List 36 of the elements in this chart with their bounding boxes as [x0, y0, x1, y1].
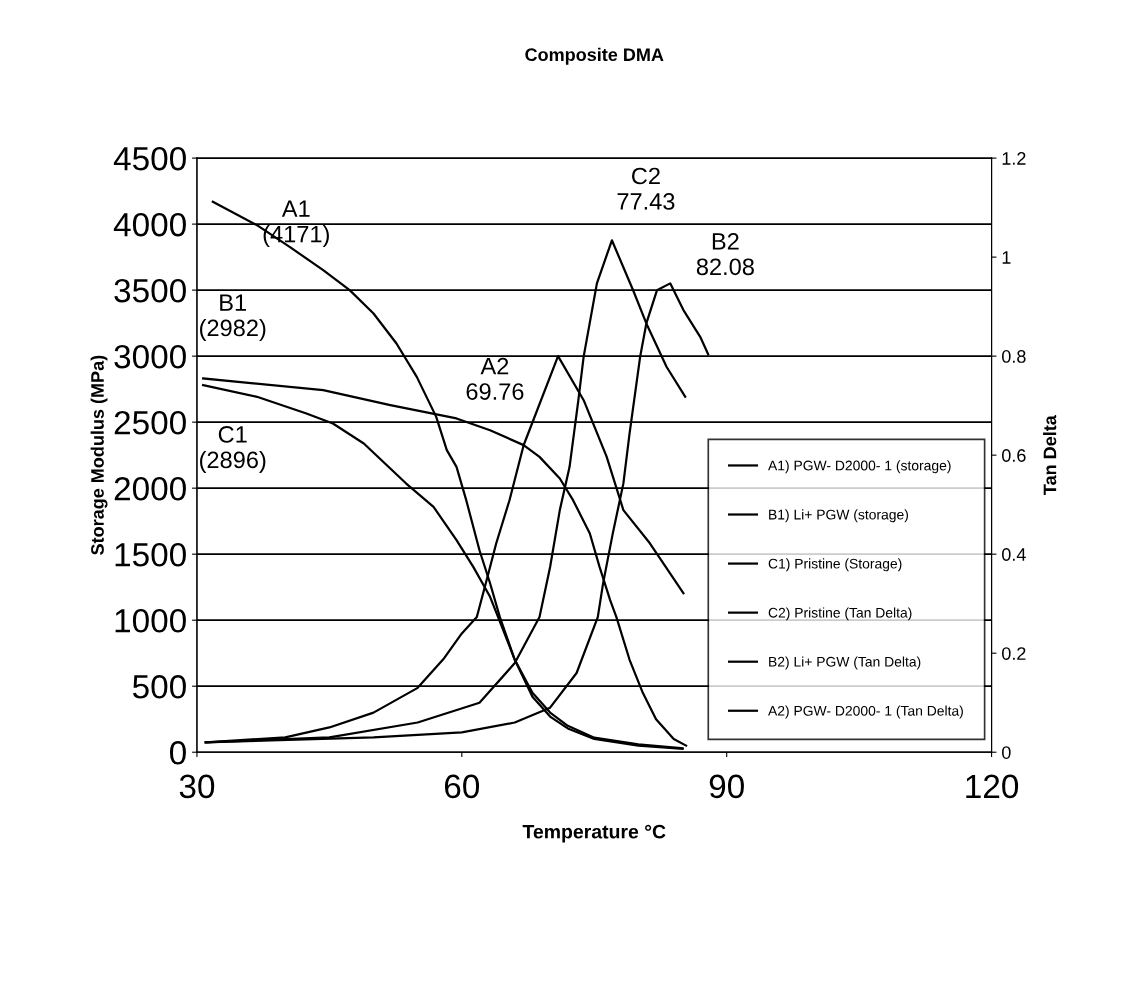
y2-tick-label: 0.2: [1002, 647, 1026, 660]
chart-title: Composite DMA: [525, 47, 664, 65]
y2-tick-label: 1: [1002, 251, 1011, 264]
y2-tick-label: 0.8: [1002, 350, 1026, 363]
y-tick-label: 2500: [114, 410, 186, 435]
x-tick-label: 90: [709, 774, 744, 799]
x-tick-label: 60: [444, 774, 480, 799]
y2-tick-label: 1.2: [1002, 152, 1026, 165]
x-tick-label: 30: [179, 774, 215, 799]
y-tick-label: 3000: [114, 344, 186, 369]
y-tick-label: 1000: [115, 608, 186, 633]
annotation: B1 (2982): [200, 294, 266, 341]
x-axis-title: Temperature °C: [522, 824, 666, 843]
y-tick-label: 3500: [114, 278, 186, 303]
legend-label: A2) PGW- D2000- 1 (Tan Delta): [768, 705, 963, 719]
annotation: A2 69.76: [466, 357, 524, 400]
y2-tick-label: 0: [1002, 746, 1011, 759]
y-tick-label: 4500: [113, 146, 186, 171]
legend-label: A1) PGW- D2000- 1 (storage): [768, 460, 951, 474]
legend-label: B1) Li+ PGW (storage): [769, 509, 908, 523]
x-tick-label: 120: [966, 774, 1019, 799]
y2-tick-label: 0.4: [1002, 548, 1026, 561]
y-tick-label: 2000: [114, 476, 186, 501]
annotation: C1 (2896): [200, 426, 266, 473]
y2-axis-title: Tan Delta: [1043, 415, 1057, 495]
y2-tick-label: 0.6: [1002, 449, 1026, 462]
legend-label: B2) Li+ PGW (Tan Delta): [769, 656, 921, 670]
y-tick-label: 4000: [113, 212, 186, 237]
annotation: C2 77.43: [617, 167, 675, 210]
y-axis-title: Storage Modulus (MPa): [90, 355, 108, 555]
legend-label: C2) Pristine (Tan Delta): [768, 607, 912, 621]
legend-label: C1) Pristine (Storage): [768, 558, 902, 572]
y-tick-label: 0: [169, 741, 186, 765]
y-tick-label: 500: [132, 675, 186, 699]
y-tick-label: 1500: [115, 542, 186, 567]
annotation: B2 82.08: [696, 232, 754, 276]
